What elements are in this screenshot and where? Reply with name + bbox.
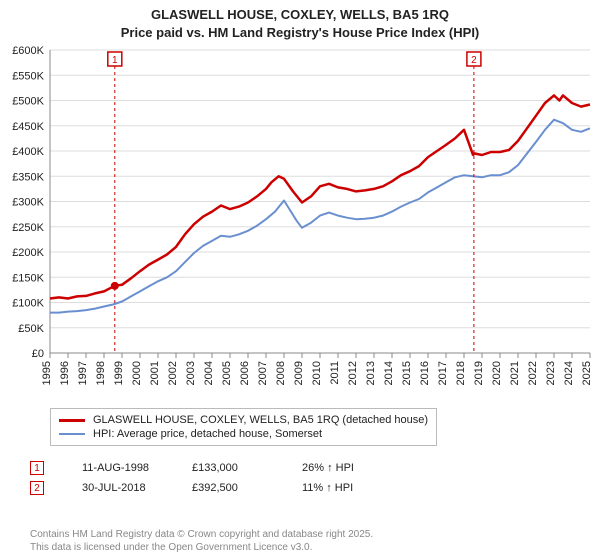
y-tick-label: £50K <box>18 323 44 335</box>
y-tick-label: £350K <box>12 171 44 183</box>
x-tick-label: 1996 <box>59 361 71 385</box>
y-tick-label: £300K <box>12 197 44 209</box>
legend-swatch <box>59 419 85 422</box>
chart-marker-num: 2 <box>471 55 477 66</box>
x-tick-label: 2024 <box>563 361 575 385</box>
x-tick-label: 2018 <box>455 361 467 385</box>
marker-row: 1 11-AUG-1998£133,00026% ↑ HPI <box>30 458 392 478</box>
x-tick-label: 2006 <box>239 361 251 385</box>
chart-title: GLASWELL HOUSE, COXLEY, WELLS, BA5 1RQ P… <box>0 0 600 41</box>
marker-row-date: 11-AUG-1998 <box>82 462 192 474</box>
y-tick-label: £250K <box>12 222 44 234</box>
x-tick-label: 2022 <box>527 361 539 385</box>
x-tick-label: 2010 <box>311 361 323 385</box>
y-tick-label: £500K <box>12 96 44 108</box>
title-line1: GLASWELL HOUSE, COXLEY, WELLS, BA5 1RQ <box>0 6 600 24</box>
x-tick-label: 2011 <box>329 361 341 385</box>
y-tick-label: £550K <box>12 70 44 82</box>
footer-attribution: Contains HM Land Registry data © Crown c… <box>30 528 373 554</box>
marker-row-date: 30-JUL-2018 <box>82 482 192 494</box>
legend-label: GLASWELL HOUSE, COXLEY, WELLS, BA5 1RQ (… <box>93 414 428 426</box>
x-tick-label: 2002 <box>167 361 179 385</box>
title-line2: Price paid vs. HM Land Registry's House … <box>0 24 600 42</box>
y-tick-label: £450K <box>12 121 44 133</box>
chart-marker-num: 1 <box>112 55 118 66</box>
x-tick-label: 2012 <box>347 361 359 385</box>
marker-row-num: 2 <box>30 481 44 495</box>
marker-row-price: £133,000 <box>192 462 302 474</box>
marker-row-delta: 11% ↑ HPI <box>302 482 392 494</box>
x-tick-label: 2004 <box>203 361 215 385</box>
x-tick-label: 2000 <box>131 361 143 385</box>
x-tick-label: 2017 <box>437 361 449 385</box>
x-tick-label: 2023 <box>545 361 557 385</box>
marker-table: 1 11-AUG-1998£133,00026% ↑ HPI 2 30-JUL-201… <box>30 458 392 498</box>
legend-item: HPI: Average price, detached house, Some… <box>59 427 428 441</box>
y-tick-label: £600K <box>12 45 44 57</box>
x-tick-label: 1998 <box>95 361 107 385</box>
marker-row-num: 1 <box>30 461 44 475</box>
line-chart-svg: £0 £50K £100K £150K £200K £250K £300K £350K £400… <box>0 44 600 399</box>
x-tick-label: 2025 <box>581 361 593 385</box>
y-tick-label: £0 <box>32 348 44 360</box>
marker-row: 2 30-JUL-2018£392,50011% ↑ HPI <box>30 478 392 498</box>
y-tick-label: £150K <box>12 272 44 284</box>
x-tick-label: 2021 <box>509 361 521 385</box>
x-tick-label: 1995 <box>41 361 53 385</box>
y-tick-label: £400K <box>12 146 44 158</box>
x-tick-label: 2009 <box>293 361 305 385</box>
x-tick-label: 2019 <box>473 361 485 385</box>
x-tick-label: 1997 <box>77 361 89 385</box>
x-tick-label: 2020 <box>491 361 503 385</box>
legend-swatch <box>59 433 85 435</box>
legend-label: HPI: Average price, detached house, Some… <box>93 428 322 440</box>
x-tick-label: 2007 <box>257 361 269 385</box>
footer-line1: Contains HM Land Registry data © Crown c… <box>30 528 373 541</box>
x-tick-label: 2005 <box>221 361 233 385</box>
x-tick-label: 2003 <box>185 361 197 385</box>
marker-row-price: £392,500 <box>192 482 302 494</box>
chart-area: £0 £50K £100K £150K £200K £250K £300K £350K £400… <box>0 44 600 399</box>
x-tick-label: 2014 <box>383 361 395 385</box>
x-tick-label: 2013 <box>365 361 377 385</box>
marker-row-delta: 26% ↑ HPI <box>302 462 392 474</box>
legend-item: GLASWELL HOUSE, COXLEY, WELLS, BA5 1RQ (… <box>59 413 428 427</box>
footer-line2: This data is licensed under the Open Gov… <box>30 541 373 554</box>
y-tick-label: £100K <box>12 298 44 310</box>
x-tick-label: 1999 <box>113 361 125 385</box>
x-tick-label: 2015 <box>401 361 413 385</box>
y-tick-label: £200K <box>12 247 44 259</box>
x-tick-label: 2001 <box>149 361 161 385</box>
legend: GLASWELL HOUSE, COXLEY, WELLS, BA5 1RQ (… <box>50 408 437 446</box>
x-tick-label: 2008 <box>275 361 287 385</box>
x-tick-label: 2016 <box>419 361 431 385</box>
